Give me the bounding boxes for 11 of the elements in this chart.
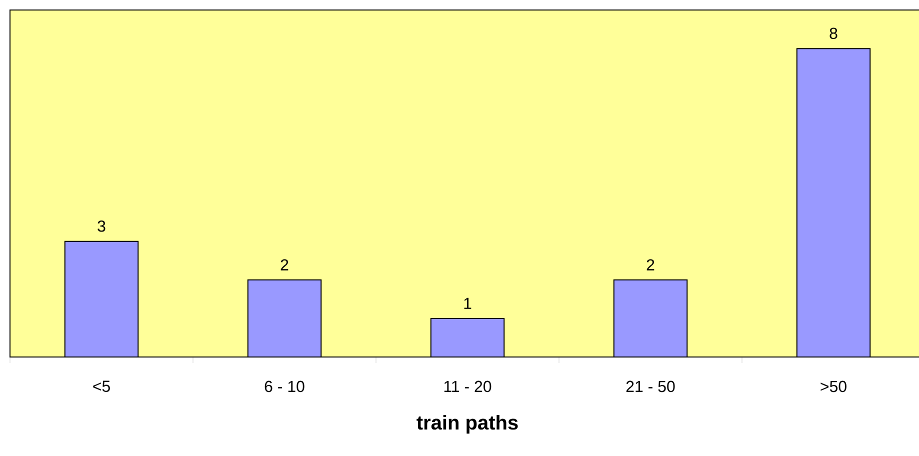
x-tick-label: >50	[820, 380, 846, 392]
data-label: 2	[280, 259, 288, 270]
x-tick-label: 21 - 50	[626, 380, 675, 392]
x-tick-label: 11 - 20	[444, 380, 492, 392]
x-tick-label: <5	[93, 380, 110, 392]
data-label: 2	[646, 259, 654, 270]
data-label: 1	[464, 298, 472, 309]
x-axis-title: train paths	[416, 414, 518, 434]
data-label: 3	[98, 220, 106, 232]
data-label: 8	[830, 28, 838, 40]
x-tick-label: 6 - 10	[264, 380, 304, 392]
